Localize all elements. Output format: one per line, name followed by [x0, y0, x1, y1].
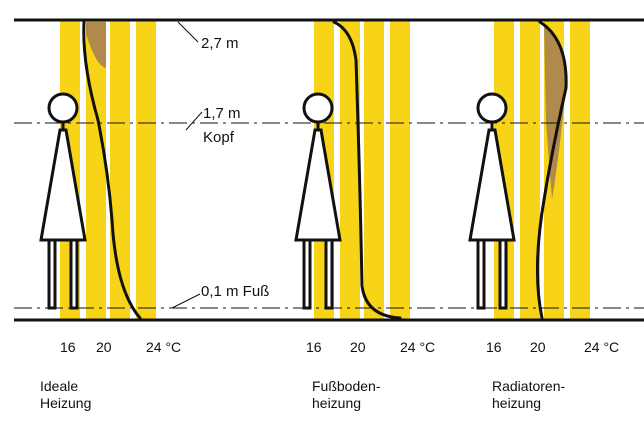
- temp-band-22: [136, 20, 156, 320]
- head-height-label: 1,7 m: [203, 105, 241, 122]
- ceiling-height-label: 2,7 m: [201, 35, 239, 52]
- caption-line: Radiatoren-: [492, 378, 566, 394]
- tick-24: 24 °C: [400, 339, 435, 355]
- tick-16: 16: [306, 339, 322, 355]
- height-labels: 2,7 m 1,7 m Kopf 0,1 m Fuß: [201, 35, 269, 300]
- tick-24: 24 °C: [584, 339, 619, 355]
- caption-line: Fußboden-: [312, 378, 381, 394]
- ceiling-leader: [177, 21, 199, 43]
- temp-band-22: [570, 20, 590, 320]
- warm-ceiling-shading: [544, 26, 566, 200]
- caption-ideal-heating: Ideale Heizung: [40, 378, 91, 412]
- temperature-axes: 16 20 24 °C 16 20 24 °C 16 20 24 °C: [60, 339, 619, 355]
- foot-leader: [171, 293, 201, 309]
- caption-line: Heizung: [40, 395, 92, 411]
- head-leader: [185, 111, 203, 131]
- warm-ceiling-shading: [86, 22, 106, 68]
- temp-band-18: [340, 20, 360, 320]
- tick-20: 20: [530, 339, 546, 355]
- caption-line: heizung: [492, 395, 542, 411]
- caption-line: Ideale: [40, 378, 79, 394]
- tick-20: 20: [96, 339, 112, 355]
- head-word-label: Kopf: [203, 129, 235, 146]
- tick-20: 20: [350, 339, 366, 355]
- tick-24: 24 °C: [146, 339, 181, 355]
- person-figure: [294, 92, 342, 310]
- temp-band-18: [520, 20, 540, 320]
- caption-line: heizung: [312, 395, 362, 411]
- temperature-curve-radiator: [535, 20, 568, 320]
- caption-radiator-heating: Radiatoren- heizung: [492, 378, 565, 412]
- temperature-curve-ideal: [82, 20, 142, 320]
- temperature-curve-floor: [332, 20, 402, 320]
- temp-band-20: [364, 20, 384, 320]
- foot-height-label: 0,1 m Fuß: [201, 283, 269, 300]
- label-leaders: [171, 21, 203, 309]
- temp-band-22: [390, 20, 410, 320]
- tick-16: 16: [60, 339, 76, 355]
- person-figure: [468, 92, 516, 310]
- caption-floor-heating: Fußboden- heizung: [312, 378, 380, 412]
- tick-16: 16: [486, 339, 502, 355]
- person-figure: [39, 92, 87, 310]
